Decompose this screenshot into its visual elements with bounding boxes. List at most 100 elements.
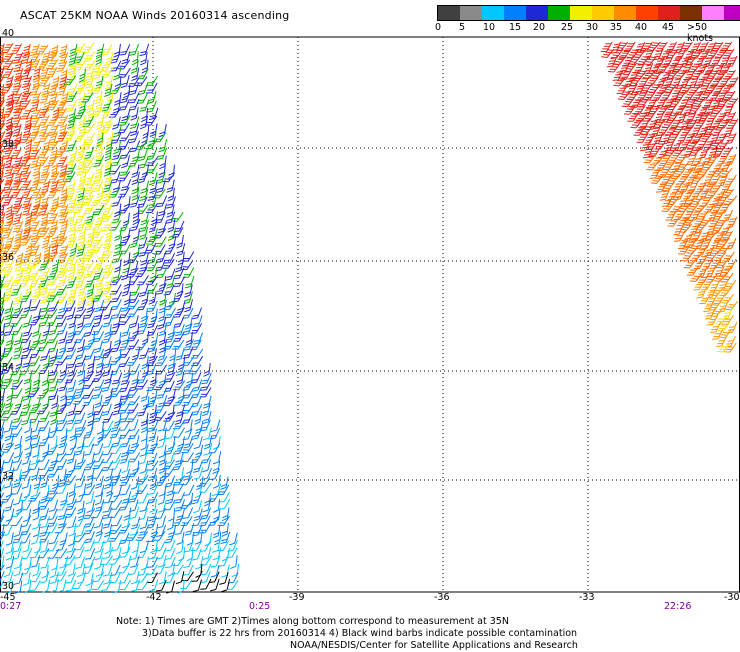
wind-barb	[4, 419, 13, 434]
wind-barb	[686, 110, 697, 125]
wind-barb	[222, 547, 229, 562]
wind-barb	[132, 539, 139, 554]
wind-barb	[103, 434, 112, 449]
wind-barb	[84, 442, 93, 457]
wind-barb	[121, 177, 131, 192]
wind-barb	[724, 67, 736, 81]
wind-barb	[46, 65, 57, 80]
wind-barb	[141, 556, 148, 571]
wind-barb	[52, 75, 59, 90]
wind-barb	[4, 563, 12, 578]
wind-barb	[102, 506, 112, 521]
wind-barb	[55, 353, 67, 367]
wind-barb	[112, 315, 121, 330]
wind-barb	[210, 577, 219, 592]
latitude-label: 38	[2, 139, 14, 150]
wind-barb	[213, 524, 220, 539]
wind-barb	[192, 306, 202, 321]
wind-barb	[213, 435, 220, 450]
wind-barb	[121, 443, 130, 458]
wind-barb	[76, 474, 85, 489]
wind-barb	[120, 163, 131, 178]
wind-barb	[131, 578, 140, 593]
latitude-label: 34	[2, 362, 14, 373]
latitude-label: 36	[2, 252, 14, 263]
wind-barb	[59, 339, 67, 354]
wind-barb	[76, 523, 85, 538]
wind-barb	[31, 531, 39, 546]
wind-barb	[4, 235, 13, 250]
footnotes: Note: 1) Times are GMT 2)Times along bot…	[116, 616, 578, 652]
wind-barb	[232, 563, 239, 578]
latitude-label: 30	[2, 581, 14, 592]
wind-barb	[92, 322, 103, 337]
wind-barb	[66, 275, 76, 290]
wind-barb	[60, 531, 68, 546]
wind-barb	[141, 388, 149, 403]
wind-barb	[34, 539, 40, 553]
wind-barb	[105, 147, 112, 161]
wind-barb	[139, 346, 149, 361]
latitude-label: 40	[2, 28, 14, 39]
pass-time-label: 0:25	[249, 601, 270, 612]
wind-barb	[698, 271, 709, 286]
wind-barb	[706, 270, 718, 284]
wind-barb	[87, 404, 94, 418]
wind-barb	[192, 426, 202, 441]
wind-barb	[158, 394, 167, 409]
wind-barb	[644, 131, 655, 146]
wind-barb	[67, 211, 75, 226]
wind-barb	[74, 41, 85, 56]
wind-barb	[158, 554, 167, 569]
wind-barb	[21, 411, 30, 426]
wind-barb	[77, 570, 85, 585]
wind-barb	[193, 499, 201, 514]
wind-barb	[29, 457, 40, 472]
wind-barb	[178, 251, 185, 265]
wind-barb	[222, 522, 229, 536]
wind-barb	[67, 450, 75, 465]
wind-barb	[135, 265, 147, 279]
wind-barb	[22, 339, 30, 354]
wind-barb	[93, 409, 103, 424]
wind-barb	[139, 283, 148, 298]
wind-barb	[58, 473, 67, 488]
wind-barb	[32, 562, 39, 577]
wind-barb	[148, 481, 158, 496]
wind-barb	[102, 266, 113, 281]
wind-barb	[200, 577, 211, 592]
wind-barb	[84, 521, 94, 536]
wind-barb	[176, 570, 184, 585]
wind-barb	[127, 305, 139, 320]
wind-barb	[84, 323, 94, 338]
wind-barb	[85, 171, 94, 186]
wind-barb	[25, 427, 32, 441]
wind-barb	[22, 459, 30, 474]
wind-barb	[64, 553, 76, 568]
wind-barb	[118, 561, 130, 575]
wind-barb	[105, 387, 112, 402]
wind-barb	[39, 257, 49, 272]
wind-barb	[204, 362, 211, 377]
wind-barb	[74, 545, 84, 560]
wind-barb	[176, 234, 183, 249]
wind-barb	[121, 154, 129, 169]
wind-barb	[50, 403, 59, 418]
wind-barb	[146, 570, 157, 585]
wind-barb	[32, 395, 41, 410]
wind-barb	[34, 475, 41, 490]
longitude-label: -33	[579, 592, 595, 603]
wind-barb	[183, 554, 192, 569]
wind-barb	[194, 466, 203, 481]
wind-barb	[151, 523, 158, 538]
wind-barb	[75, 489, 85, 504]
wind-barb	[176, 507, 185, 522]
wind-barb	[50, 564, 57, 579]
wind-barb	[185, 522, 194, 537]
wind-barb	[658, 60, 669, 75]
wind-barb	[219, 571, 228, 586]
wind-barb	[129, 42, 138, 57]
wind-barb	[119, 578, 131, 593]
wind-barb	[130, 546, 138, 561]
wind-barb	[85, 530, 95, 545]
